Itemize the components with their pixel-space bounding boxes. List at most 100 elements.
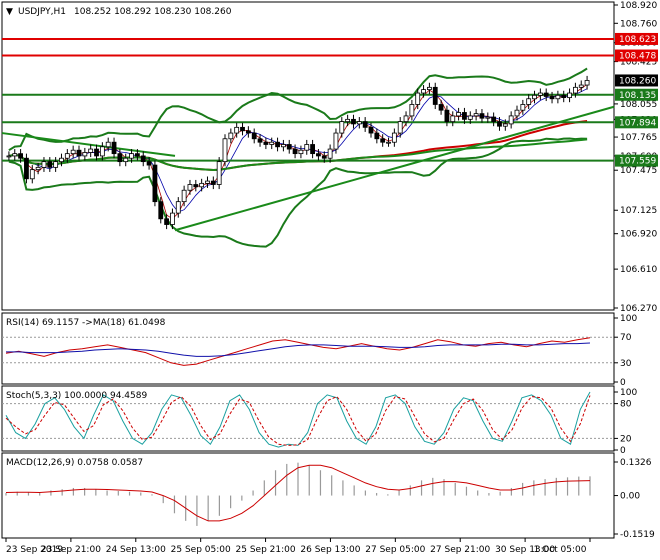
candle-body bbox=[456, 112, 462, 117]
fast-ma-blue bbox=[8, 88, 588, 213]
candle-body bbox=[479, 113, 485, 119]
long-ma-green bbox=[8, 138, 588, 172]
macd-title: MACD(12,26,9) 0.0758 0.0587 bbox=[6, 458, 143, 468]
candle-body bbox=[286, 144, 292, 150]
candle-body bbox=[257, 138, 263, 143]
candle-body bbox=[269, 141, 275, 145]
candle-body bbox=[321, 155, 327, 159]
candle-body bbox=[549, 96, 555, 100]
candle-body bbox=[462, 112, 467, 120]
x-tick-label: 25 Sep 21:00 bbox=[236, 545, 296, 555]
candle-body bbox=[134, 153, 140, 157]
candle-body bbox=[374, 132, 380, 140]
level-price-label: 107.559 bbox=[619, 157, 656, 167]
level-price-tag bbox=[615, 32, 658, 45]
main-y-tick-label: 106.270 bbox=[620, 304, 657, 314]
candle-body bbox=[345, 118, 351, 123]
candle-body bbox=[450, 115, 456, 123]
candle-body bbox=[35, 166, 41, 171]
bollinger-lower bbox=[8, 137, 588, 248]
candle-body bbox=[64, 153, 70, 159]
candle-body bbox=[263, 141, 269, 145]
main-y-tick-label: 107.475 bbox=[620, 166, 657, 176]
trendline-down bbox=[1, 132, 176, 157]
candle-body bbox=[526, 98, 532, 105]
candle-body bbox=[426, 86, 432, 91]
candle-body bbox=[6, 155, 12, 158]
main-y-tick-label: 108.920 bbox=[620, 1, 657, 11]
candle-body bbox=[275, 141, 280, 148]
level-price-tag bbox=[615, 154, 658, 167]
candle-body bbox=[99, 146, 105, 157]
x-tick-label: 24 Sep 13:00 bbox=[106, 545, 166, 555]
candle-body bbox=[555, 94, 561, 100]
rsi-panel-frame bbox=[1, 312, 615, 385]
candle-body bbox=[105, 141, 111, 148]
level-price-tag bbox=[615, 88, 658, 101]
main-panel-frame bbox=[1, 1, 615, 311]
candle-body bbox=[251, 132, 257, 140]
y-tick-label: 70 bbox=[620, 333, 632, 343]
x-tick-label: 1 Oct 05:00 bbox=[534, 545, 587, 555]
candle-body bbox=[228, 132, 234, 140]
candle-body bbox=[170, 212, 175, 225]
y-tick-label: 0.1326 bbox=[620, 458, 652, 468]
x-tick-label: 27 Sep 21:00 bbox=[430, 545, 490, 555]
candle-body bbox=[117, 153, 123, 163]
y-tick-label: 100 bbox=[620, 314, 637, 324]
candle-body bbox=[537, 92, 543, 96]
candle-body bbox=[497, 121, 502, 127]
level-price-label: 108.478 bbox=[619, 52, 656, 62]
fast-ma-red bbox=[8, 83, 588, 220]
candle-body bbox=[146, 161, 152, 166]
candle-body bbox=[29, 169, 35, 180]
candle-body bbox=[152, 164, 158, 203]
level-price-tag bbox=[615, 116, 658, 129]
price-drawing bbox=[1, 37, 615, 248]
candle-body bbox=[129, 153, 134, 159]
bollinger-upper bbox=[8, 67, 588, 152]
candle-body bbox=[584, 80, 590, 86]
candle-body bbox=[82, 152, 88, 157]
stoch-title: Stoch(5,3,3) 100.0000 94.4589 bbox=[6, 391, 147, 401]
candle-body bbox=[573, 86, 578, 94]
candle-body bbox=[473, 113, 479, 117]
candle-body bbox=[444, 109, 450, 123]
candle-body bbox=[502, 123, 508, 127]
main-y-tick-label: 108.055 bbox=[620, 100, 657, 110]
candle-body bbox=[380, 138, 386, 143]
candle-body bbox=[123, 157, 129, 163]
candle-body bbox=[298, 149, 304, 155]
candle-body bbox=[368, 126, 374, 134]
level-price-label: 108.135 bbox=[619, 91, 656, 101]
trendline-support bbox=[174, 105, 615, 232]
main-y-tick-label: 106.610 bbox=[620, 265, 657, 275]
candle-body bbox=[24, 157, 29, 180]
candle-body bbox=[245, 130, 251, 134]
y-tick-label: 30 bbox=[620, 359, 632, 369]
candle-body bbox=[210, 180, 216, 185]
candle-body bbox=[467, 115, 473, 120]
stoch-signal-line bbox=[5, 395, 591, 446]
x-tick-label: 30 Sep 13:00 bbox=[495, 545, 555, 555]
candle-body bbox=[292, 148, 298, 155]
y-tick-label: 80 bbox=[620, 400, 632, 410]
candle-body bbox=[356, 121, 362, 125]
candle-body bbox=[391, 132, 397, 143]
candle-body bbox=[88, 148, 94, 153]
x-tick-label: 26 Sep 13:00 bbox=[300, 545, 360, 555]
candle-body bbox=[94, 148, 99, 157]
candle-body bbox=[310, 144, 316, 155]
candle-body bbox=[304, 144, 310, 151]
candle-body bbox=[193, 184, 199, 188]
candle-body bbox=[567, 92, 572, 99]
main-title: USDJPY,H1 bbox=[18, 7, 66, 17]
level-price-tag bbox=[615, 49, 658, 62]
candle-body bbox=[164, 218, 170, 225]
x-tick-label: 25 Sep 05:00 bbox=[171, 545, 231, 555]
current-price-label: 108.260 bbox=[619, 76, 656, 86]
x-tick-label: 23 Sep 2019 bbox=[6, 545, 63, 555]
candle-body bbox=[140, 155, 146, 163]
collapse-arrow-icon[interactable]: ▼ bbox=[6, 7, 13, 17]
candle-body bbox=[47, 161, 53, 168]
